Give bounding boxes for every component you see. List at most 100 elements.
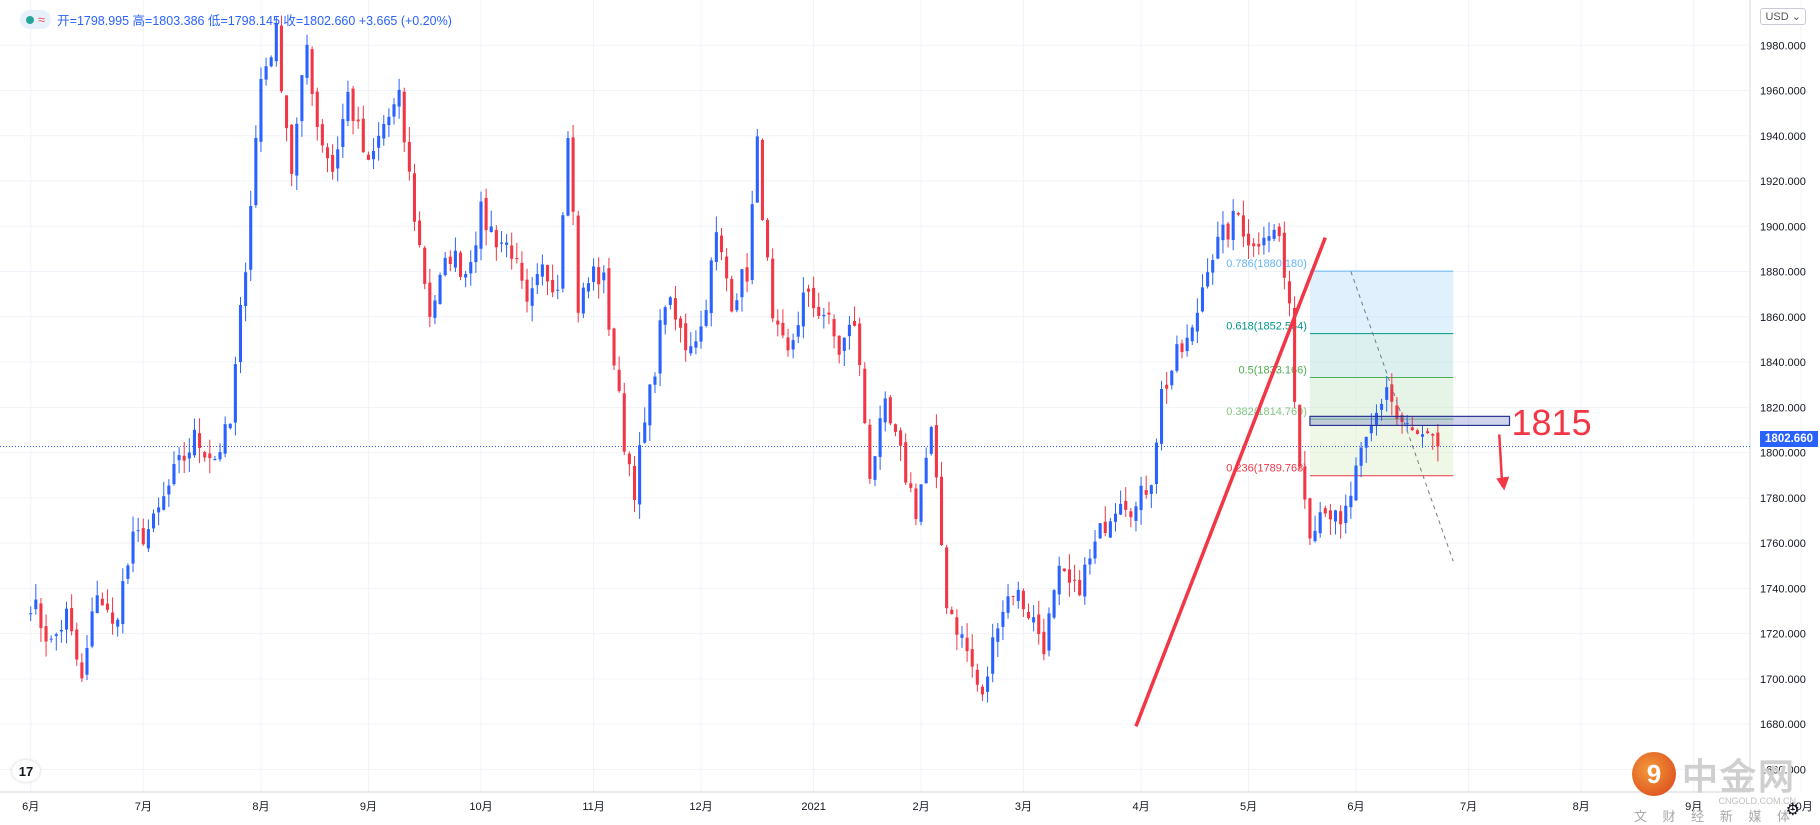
fib-level-label: 0.618(1852.564)	[1226, 321, 1307, 333]
candle-body	[1037, 614, 1041, 635]
candle-body	[1088, 558, 1092, 565]
candle-body	[259, 78, 263, 142]
candle-body	[730, 278, 734, 312]
candle-body	[965, 637, 969, 652]
candle-body	[607, 268, 611, 330]
x-tick-label: 3月	[1015, 801, 1032, 813]
candle-body	[34, 599, 38, 610]
candle-body	[412, 173, 417, 222]
candle-body	[157, 507, 161, 513]
candle-body	[351, 88, 355, 121]
candle-body	[1134, 506, 1138, 521]
y-tick-label: 1900.000	[1760, 221, 1806, 233]
candle-body	[991, 637, 995, 674]
candle-body	[1349, 495, 1353, 508]
candle-body	[1308, 498, 1312, 539]
candle-body	[198, 433, 202, 449]
candle-body	[1129, 511, 1133, 518]
candle-body	[1083, 564, 1087, 597]
candle-body	[372, 150, 376, 160]
x-tick-label: 4月	[1133, 801, 1150, 813]
candle-body	[525, 279, 529, 302]
candle-body	[812, 287, 816, 309]
candle-body	[1436, 432, 1440, 447]
candle-body	[290, 124, 294, 174]
candle-body	[955, 617, 959, 635]
candle-body	[203, 452, 207, 458]
y-tick-label: 1760.000	[1760, 538, 1806, 550]
candle-body	[453, 250, 457, 268]
candle-body	[433, 300, 437, 318]
candle-body	[914, 488, 918, 520]
candle-body	[643, 422, 647, 443]
fib-level-label: 0.382(1814.769)	[1226, 406, 1307, 418]
candle-body	[719, 235, 724, 253]
candle-body	[387, 116, 391, 126]
candle-body	[1211, 260, 1215, 273]
candle-body	[924, 457, 928, 484]
candle-body	[980, 686, 984, 695]
settings-gear-icon[interactable]: ⚙	[1785, 802, 1800, 819]
tradingview-logo-icon[interactable]: 17	[12, 760, 40, 782]
candle-body	[684, 323, 688, 351]
candle-body	[1001, 611, 1005, 627]
candle-body	[285, 95, 289, 129]
candle-body	[1016, 589, 1020, 601]
candle-body	[1093, 541, 1097, 559]
candle-body	[182, 455, 186, 461]
candle-body	[320, 124, 324, 146]
candle-body	[116, 619, 120, 627]
candle-body	[863, 368, 867, 423]
candle-body	[223, 424, 227, 454]
candle-body	[929, 427, 933, 454]
candle-body	[586, 283, 590, 292]
candle-body	[535, 274, 539, 286]
candle-body	[1057, 565, 1061, 595]
fib-zone	[1309, 271, 1454, 334]
candle-body	[1318, 512, 1322, 534]
candle-body	[484, 197, 488, 231]
x-tick-label: 7月	[135, 801, 152, 813]
candle-body	[346, 91, 350, 122]
resistance-price-label: 1815	[1512, 402, 1592, 443]
x-tick-label: 2021	[801, 801, 825, 813]
ohlc-legend: ≈ 开=1798.995 高=1803.386 低=1798.145 收=180…	[20, 10, 452, 29]
watermark-domain: CNGOLD.COM.CN	[1718, 796, 1796, 806]
candle-body	[505, 242, 509, 245]
candle-body	[791, 340, 795, 350]
candle-body	[1175, 344, 1179, 371]
candle-body	[1144, 490, 1148, 495]
fib-level-label: 0.786(1880.180)	[1226, 258, 1307, 270]
candle-body	[269, 57, 273, 67]
candle-body	[300, 75, 304, 122]
candle-body	[658, 320, 662, 374]
candle-body	[1431, 434, 1435, 436]
candle-body	[883, 398, 887, 423]
candle-body	[407, 141, 411, 172]
ohlc-values: 开=1798.995 高=1803.386 低=1798.145 收=1802.…	[57, 14, 452, 28]
candle-body	[576, 215, 580, 313]
candle-body	[1026, 611, 1031, 619]
candle-body	[1032, 617, 1036, 623]
candle-body	[1333, 510, 1338, 522]
candle-body	[1364, 436, 1368, 448]
y-tick-label: 1920.000	[1760, 176, 1806, 188]
candle-body	[668, 297, 672, 305]
x-tick-label: 12月	[689, 801, 712, 813]
candle-body	[494, 230, 498, 248]
x-tick-label: 6月	[22, 801, 39, 813]
watermark-slogan: 文 财 经 新 媒 体	[1633, 809, 1796, 824]
candle-body	[551, 280, 555, 293]
candle-body	[801, 292, 805, 327]
y-tick-label: 1980.000	[1760, 40, 1806, 52]
candle-body	[750, 204, 754, 280]
candle-body	[571, 137, 575, 212]
candle-body	[448, 256, 452, 265]
last-price-tag: 1802.660	[1760, 431, 1818, 447]
currency-selector[interactable]: USD ⌄	[1760, 8, 1806, 25]
visibility-toggle[interactable]: ≈	[20, 10, 52, 29]
y-tick-label: 1860.000	[1760, 312, 1806, 324]
candle-body	[1047, 613, 1051, 651]
candle-body	[1287, 281, 1292, 304]
